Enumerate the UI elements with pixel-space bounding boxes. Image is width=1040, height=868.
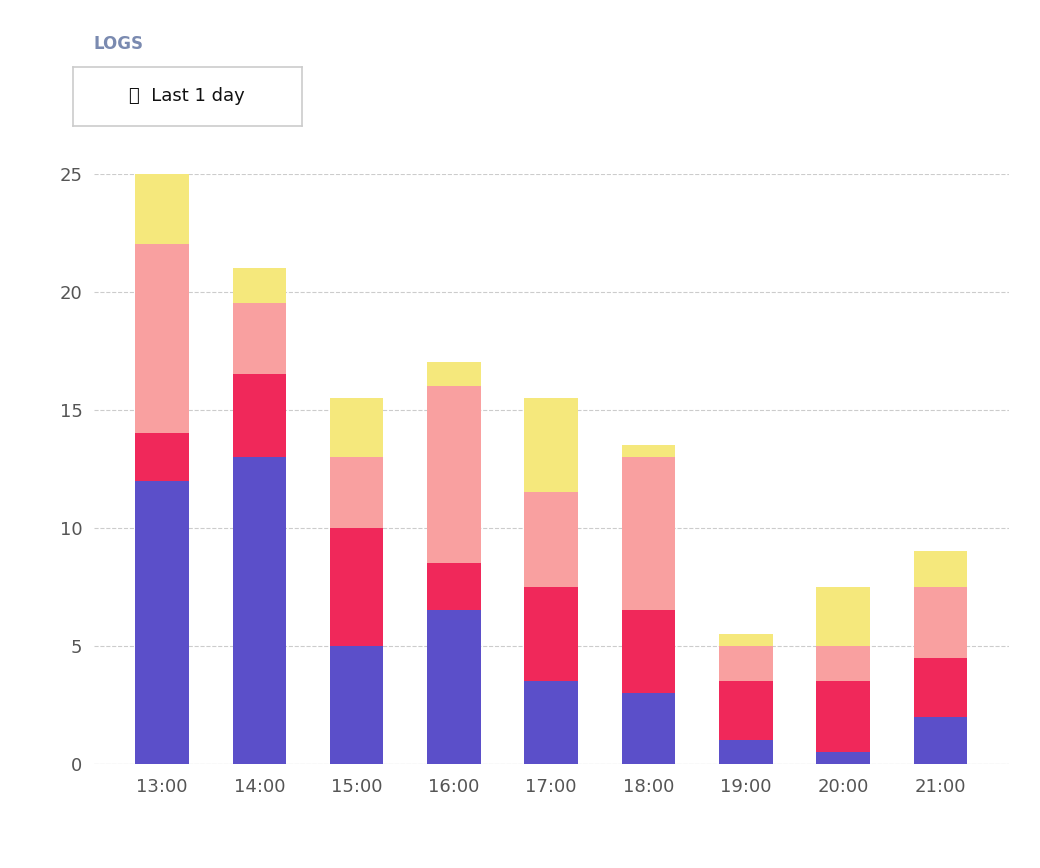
Bar — [135, 481, 188, 764]
Bar — [622, 693, 675, 764]
Bar — [524, 587, 578, 681]
Text: LOGS: LOGS — [94, 35, 144, 53]
Bar — [330, 646, 384, 764]
Bar — [719, 634, 773, 646]
Bar — [427, 563, 480, 610]
Bar — [233, 457, 286, 764]
Bar — [524, 398, 578, 492]
Bar — [816, 587, 869, 646]
Bar — [135, 433, 188, 481]
Bar — [914, 658, 967, 717]
Bar — [622, 457, 675, 610]
Bar — [135, 174, 188, 245]
Bar — [719, 681, 773, 740]
Bar — [135, 245, 188, 433]
Bar — [914, 587, 967, 658]
Bar — [233, 304, 286, 374]
Bar — [622, 445, 675, 457]
Bar — [719, 646, 773, 681]
Bar — [233, 374, 286, 457]
Text: ⏰  Last 1 day: ⏰ Last 1 day — [129, 88, 245, 105]
Bar — [524, 492, 578, 587]
Bar — [427, 386, 480, 563]
Bar — [427, 363, 480, 386]
Bar — [524, 681, 578, 764]
Bar — [330, 457, 384, 528]
Bar — [233, 268, 286, 304]
Bar — [816, 752, 869, 764]
Bar — [330, 528, 384, 646]
Bar — [816, 646, 869, 681]
Bar — [330, 398, 384, 457]
Bar — [427, 610, 480, 764]
Bar — [816, 681, 869, 752]
Bar — [622, 610, 675, 693]
Bar — [914, 717, 967, 764]
Bar — [719, 740, 773, 764]
Bar — [914, 551, 967, 587]
